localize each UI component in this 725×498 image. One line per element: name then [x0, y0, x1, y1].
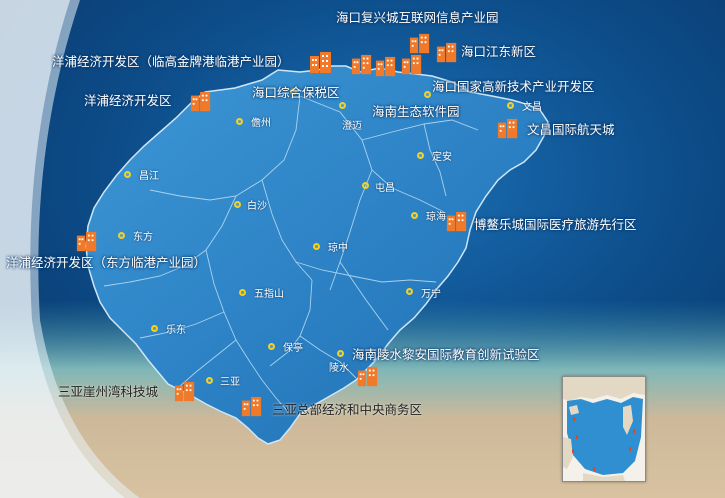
city-label-wanning: 万宁 — [421, 289, 441, 300]
city-label-changjiang: 昌江 — [139, 171, 159, 182]
city-label-baoting: 保亭 — [283, 343, 303, 354]
zone-label-yangpu: 洋浦经济开发区 — [84, 93, 172, 108]
zone-label-dongfang: 洋浦经济开发区（东方临港产业园） — [6, 255, 207, 270]
building-icon — [409, 33, 430, 54]
city-label-baisha: 白沙 — [247, 201, 267, 212]
city-marker — [507, 102, 514, 109]
city-marker — [424, 91, 431, 98]
county-borders — [103, 95, 479, 415]
city-label-tunchang: 屯昌 — [375, 183, 395, 194]
zone-label-sanya-cbd: 三亚总部经济和中央商务区 — [272, 402, 423, 417]
city-marker — [362, 182, 369, 189]
city-label-wenchang: 文昌 — [522, 102, 542, 113]
building-icon — [190, 91, 211, 112]
zone-label-boao: 博鳌乐城国际医疗旅游先行区 — [474, 217, 637, 232]
city-marker — [339, 102, 346, 109]
inset-map — [563, 377, 645, 481]
zone-label-yazhou: 三亚崖州湾科技城 — [58, 384, 159, 399]
zone-label-lingshui: 海南陵水黎安国际教育创新试验区 — [352, 347, 540, 362]
building-icon — [375, 56, 396, 77]
building-icon — [241, 396, 262, 417]
building-icon — [310, 52, 331, 73]
city-marker — [118, 232, 125, 239]
city-label-qionghai: 琼海 — [426, 212, 446, 223]
city-label-chengmai: 澄迈 — [342, 121, 362, 132]
building-icon — [436, 42, 457, 63]
city-label-dongfang: 东方 — [133, 232, 153, 243]
city-label-lingshui: 陵水 — [329, 363, 349, 374]
zone-label-wenchang-space: 文昌国际航天城 — [527, 122, 615, 137]
zone-label-yangpu-jinpai: 洋浦经济开发区（临高金牌港临港产业园） — [52, 54, 290, 69]
city-marker — [268, 343, 275, 350]
city-label-danzhou: 儋州 — [251, 118, 271, 129]
city-marker — [337, 350, 344, 357]
city-marker — [234, 201, 241, 208]
building-icon — [76, 231, 97, 252]
city-label-dingan: 定安 — [432, 152, 452, 163]
building-icon — [401, 54, 422, 75]
city-label-ledong: 乐东 — [166, 325, 186, 336]
south-china-sea-inset — [562, 376, 646, 482]
zone-label-bonded: 海口综合保税区 — [252, 85, 340, 100]
city-marker — [290, 88, 297, 95]
city-marker — [406, 288, 413, 295]
zone-label-fuxing: 海口复兴城互联网信息产业园 — [336, 10, 499, 25]
zone-label-hi-tech: 海口国家高新技术产业开发区 — [432, 79, 595, 94]
city-marker — [417, 152, 424, 159]
hainan-island — [85, 65, 549, 445]
building-icon — [351, 54, 372, 75]
zone-label-software: 海南生态软件园 — [372, 104, 460, 119]
building-icon — [497, 118, 518, 139]
city-label-wuzhishan: 五指山 — [254, 289, 284, 300]
city-marker — [206, 377, 213, 384]
city-marker — [124, 171, 131, 178]
building-icon — [446, 211, 467, 232]
city-label-sanya: 三亚 — [220, 377, 240, 388]
city-marker — [313, 243, 320, 250]
city-marker — [151, 325, 158, 332]
building-icon — [357, 366, 378, 387]
city-label-qiongzhong: 琼中 — [328, 243, 348, 254]
city-marker — [236, 118, 243, 125]
city-marker — [411, 212, 418, 219]
zone-label-jiangdong: 海口江东新区 — [461, 44, 537, 59]
building-icon — [174, 381, 195, 402]
city-marker — [239, 289, 246, 296]
